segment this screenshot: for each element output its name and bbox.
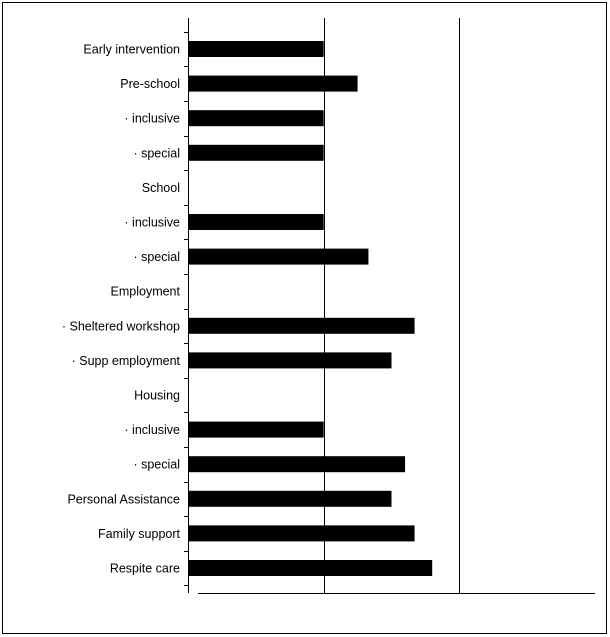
- category-label-12: · special: [133, 458, 180, 472]
- category-label-10: Housing: [134, 389, 180, 403]
- bar-1: [189, 76, 358, 92]
- category-label-8: · Sheltered workshop: [62, 319, 180, 333]
- category-label-4: School: [142, 181, 180, 195]
- category-label-9: · Supp employment: [72, 354, 181, 368]
- bar-8: [189, 318, 415, 334]
- bar-5: [189, 214, 324, 230]
- bar-14: [189, 525, 415, 541]
- bar-11: [189, 422, 324, 438]
- bar-15: [189, 560, 432, 576]
- bar-0: [189, 41, 324, 57]
- category-label-15: Respite care: [110, 562, 180, 576]
- bars: [189, 41, 432, 576]
- bar-13: [189, 491, 392, 507]
- category-label-1: Pre-school: [120, 77, 180, 91]
- category-label-6: · special: [133, 250, 180, 264]
- category-labels: Early intervention Pre-school · inclusive ·…: [62, 43, 181, 576]
- category-label-7: Employment: [111, 285, 181, 299]
- axes: [184, 18, 595, 594]
- category-label-14: Family support: [98, 527, 180, 541]
- horizontal-bar-chart: Early intervention Pre-school · inclusive ·…: [3, 3, 608, 635]
- bar-2: [189, 110, 324, 126]
- category-label-5: · inclusive: [124, 216, 180, 230]
- category-label-13: Personal Assistance: [67, 492, 180, 506]
- bar-6: [189, 249, 368, 265]
- category-label-11: · inclusive: [124, 423, 180, 437]
- bar-9: [189, 352, 392, 368]
- bar-3: [189, 145, 324, 161]
- category-label-2: · inclusive: [124, 112, 180, 126]
- category-label-0: Early intervention: [83, 43, 180, 57]
- category-label-3: · special: [133, 146, 180, 160]
- bar-12: [189, 456, 405, 472]
